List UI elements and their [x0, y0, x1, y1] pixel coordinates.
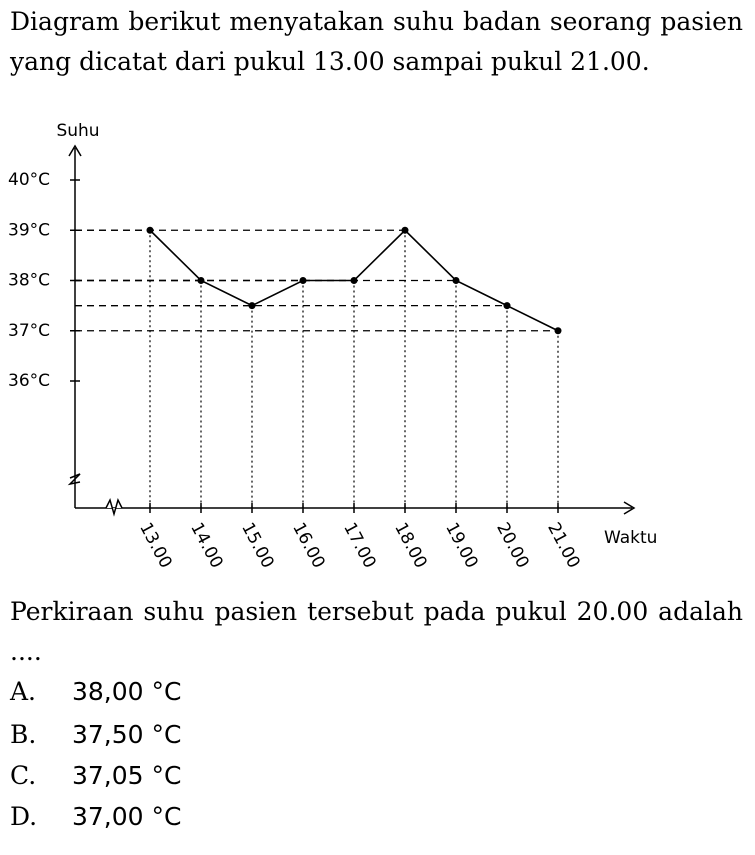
option: B. 37,50 °C: [10, 715, 181, 755]
x-tick-label: 14.00: [186, 519, 227, 571]
y-tick-label: 40°C: [8, 170, 50, 190]
x-axis-label: Waktu: [604, 528, 657, 548]
y-tick-label: 36°C: [8, 371, 50, 391]
option: A. 38,00 °C: [10, 672, 181, 712]
x-tick-label: 15.00: [237, 519, 278, 571]
option-letter: C.: [10, 761, 37, 790]
option-letter: B.: [10, 720, 37, 749]
data-point: [554, 327, 562, 335]
x-tick-label: 18.00: [390, 519, 431, 571]
x-tick-label: 17.00: [339, 519, 380, 571]
data-point: [299, 277, 307, 284]
data-point: [248, 302, 256, 310]
option: C. 37,05 °C: [10, 756, 181, 796]
y-break: [67, 473, 81, 486]
x-tick-label: 19.00: [441, 519, 482, 571]
chart: Suhu Waktu 36°C 37°C 38°C 39°C 40°C 13.00 14.0…: [8, 121, 657, 572]
x-arrow: [623, 501, 636, 515]
y-tick-label: 38°C: [8, 271, 50, 291]
data-point: [401, 226, 409, 234]
data-point: [350, 277, 358, 284]
data-point: [146, 226, 154, 234]
x-tick-label: 16.00: [288, 519, 329, 571]
question: Perkiraan suhu pasien tersebut pada puku…: [10, 597, 743, 666]
x-tick-label: 13.00: [135, 519, 176, 571]
x-tick-label: 20.00: [492, 519, 533, 571]
data-point: [197, 277, 205, 284]
y-tick-label: 37°C: [8, 321, 50, 341]
data-point: [452, 277, 460, 284]
option-text: 38,00 °C: [72, 677, 182, 706]
option: D. 37,00 °C: [10, 797, 181, 837]
y-arrow: [68, 144, 82, 157]
intro: Diagram berikut menyatakan suhu badan se…: [10, 7, 743, 76]
option-letter: A.: [10, 677, 37, 706]
data-point: [503, 302, 511, 310]
y-axis-label: Suhu: [56, 121, 99, 141]
x-break: [105, 497, 123, 517]
y-tick-label: 39°C: [8, 220, 50, 240]
option-text: 37,50 °C: [72, 720, 182, 749]
x-tick-label: 21.00: [543, 519, 584, 571]
option-text: 37,00 °C: [72, 802, 182, 831]
option-text: 37,05 °C: [72, 761, 182, 790]
option-letter: D.: [10, 802, 38, 831]
